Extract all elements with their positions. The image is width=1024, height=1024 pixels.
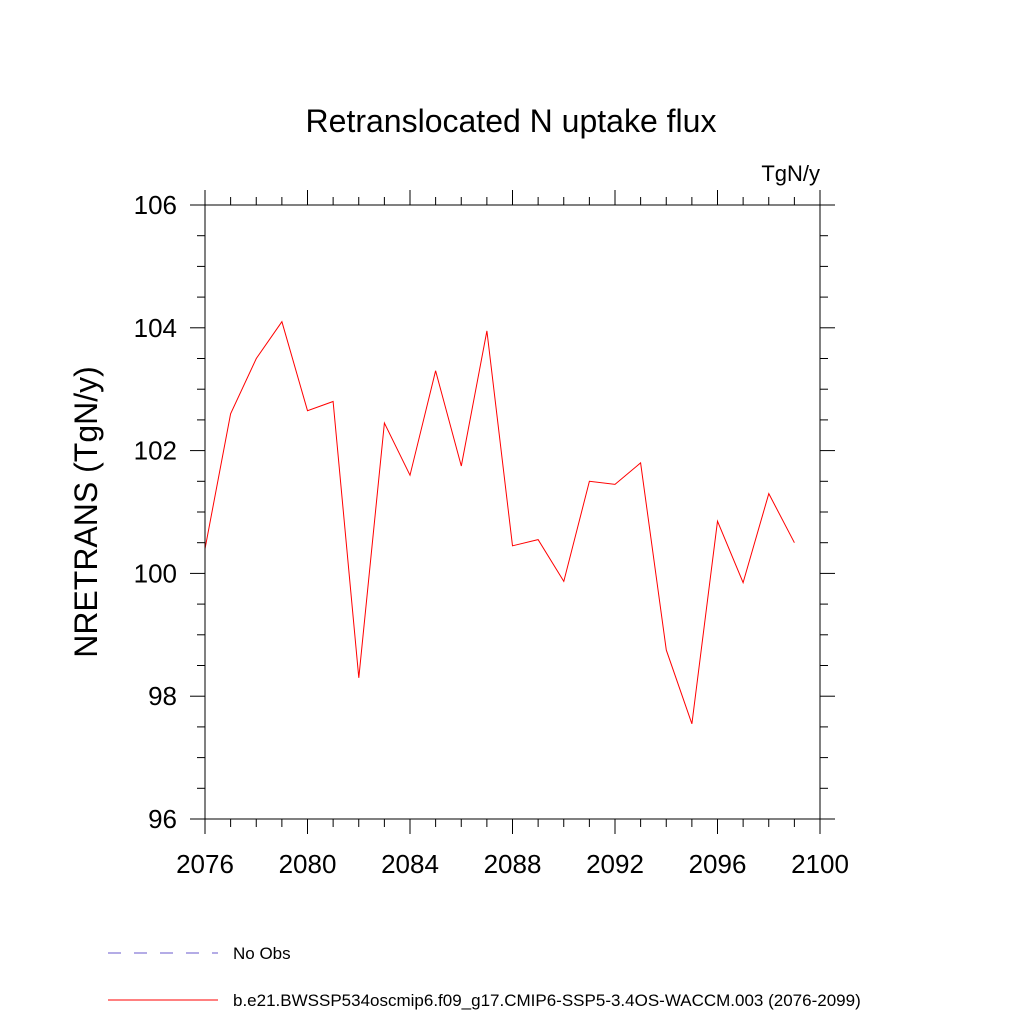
x-tick-label: 2080 <box>279 849 337 879</box>
y-tick-label: 102 <box>134 436 177 466</box>
series-group <box>204 320 795 724</box>
legend-label-model: b.e21.BWSSP534oscmip6.f09_g17.CMIP6-SSP5… <box>233 991 861 1010</box>
units-label: TgN/y <box>761 161 820 186</box>
x-tick-label: 2084 <box>381 849 439 879</box>
x-tick-label: 2100 <box>791 849 849 879</box>
x-tick-label: 2076 <box>176 849 234 879</box>
y-tick-label: 106 <box>134 190 177 220</box>
y-tick-label: 96 <box>148 804 177 834</box>
legend: No Obs b.e21.BWSSP534oscmip6.f09_g17.CMI… <box>108 944 861 1010</box>
y-tick-label: 104 <box>134 313 177 343</box>
y-axis-label: NRETRANS (TgN/y) <box>68 366 104 658</box>
x-tick-label: 2096 <box>689 849 747 879</box>
plot-frame <box>204 204 821 820</box>
x-tick-labels: 2076 2080 2084 2088 2092 2096 2100 <box>176 849 849 879</box>
series-line <box>204 320 795 724</box>
y-tick-label: 98 <box>148 681 177 711</box>
legend-label-no-obs: No Obs <box>233 944 291 963</box>
axis-ticks <box>190 190 835 834</box>
y-tick-label: 100 <box>134 558 177 588</box>
chart-title: Retranslocated N uptake flux <box>306 103 717 139</box>
x-tick-label: 2092 <box>586 849 644 879</box>
y-tick-labels: 96 98 100 102 104 106 <box>134 190 177 834</box>
x-tick-label: 2088 <box>484 849 542 879</box>
